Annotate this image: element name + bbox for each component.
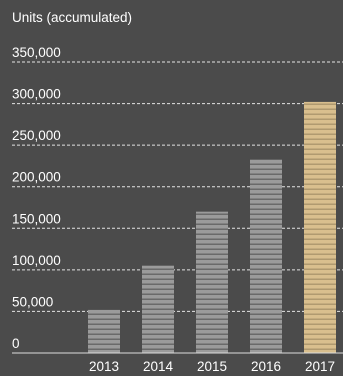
x-category-label: 2015 [197,359,227,374]
bar-2015 [196,211,228,353]
y-tick-label: 100,000 [12,253,61,268]
x-category-label: 2014 [143,359,174,374]
x-category-label: 2016 [251,359,281,374]
y-tick-label: 50,000 [12,294,53,309]
x-category-label: 2013 [89,359,119,374]
y-tick-label: 200,000 [12,170,61,185]
x-category-labels: 2013 2014 2015 2016 2017 [89,359,335,374]
grid-lines [12,61,343,312]
bar-2014 [142,265,174,353]
bar-2017 [304,101,336,353]
y-tick-label: 150,000 [12,211,61,226]
y-tick-label: 300,000 [12,87,61,102]
x-category-label: 2017 [305,359,335,374]
y-axis-label: Units (accumulated) [12,10,132,25]
y-tick-label: 350,000 [12,45,61,60]
bars [88,101,336,353]
y-tick-labels: 0 50,000 100,000 150,000 200,000 250,000 300,0… [12,45,61,351]
y-tick-label: 0 [12,336,20,351]
y-tick-label: 250,000 [12,128,61,143]
bar-2016 [250,159,282,353]
bar-2013 [88,309,120,353]
